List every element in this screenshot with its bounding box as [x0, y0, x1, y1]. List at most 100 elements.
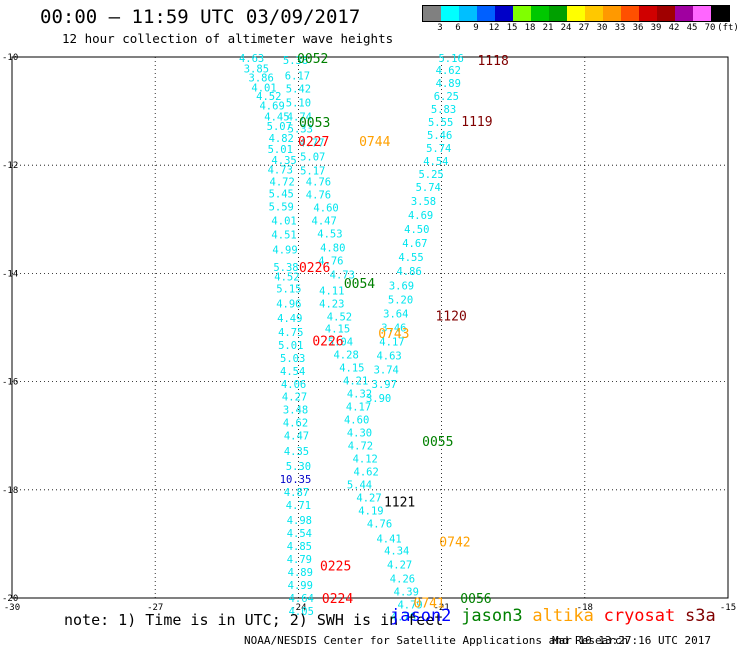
swh-value: 4.99: [288, 580, 313, 592]
swh-value: 4.69: [259, 101, 284, 113]
swh-value: 4.69: [408, 210, 433, 222]
swh-value: 4.12: [353, 453, 378, 465]
pass-label: 0055: [422, 435, 453, 450]
swh-value: 4.62: [283, 418, 308, 430]
swh-value: 4.05: [289, 606, 314, 618]
y-tick-label: -14: [2, 269, 18, 279]
colorbar-label: 39: [650, 23, 662, 33]
timestamp: Mar 10 13:27:16 UTC 2017: [552, 634, 711, 647]
swh-value: 4.76: [306, 176, 331, 188]
swh-value: 6.17: [285, 70, 310, 82]
swh-value: 4.49: [277, 313, 302, 325]
pass-label: 0053: [299, 116, 330, 131]
colorbar-swatch: [603, 6, 621, 21]
colorbar-label: 9: [473, 23, 479, 33]
swh-value: 4.32: [347, 389, 372, 401]
swh-value: 3.58: [411, 196, 436, 208]
colorbar-swatch: [441, 6, 459, 21]
pass-label: 1118: [477, 54, 508, 69]
swh-value: 4.06: [281, 379, 306, 391]
colorbar-label: 70: [704, 23, 716, 33]
x-tick-label: -24: [290, 603, 306, 613]
swh-value: 4.27: [282, 392, 307, 404]
swh-value: 5.38: [283, 55, 308, 67]
swh-value: 3.48: [283, 405, 308, 417]
colorbar-swatch: [639, 6, 657, 21]
swh-value: 3.46: [381, 323, 406, 335]
colorbar-swatch: [549, 6, 567, 21]
swh-value: 4.45: [264, 112, 289, 124]
colorbar-swatch: [459, 6, 477, 21]
swh-value: 4.76: [391, 611, 416, 623]
pass-label: 0054: [344, 277, 375, 292]
y-tick-label: -18: [2, 486, 18, 496]
pass-label: 1119: [461, 115, 492, 130]
swh-value: 4.01: [271, 215, 296, 227]
legend-jason2: jason2: [390, 606, 452, 626]
colorbar-swatch: [495, 6, 513, 21]
pass-label: 0225: [320, 560, 351, 575]
swh-value: 4.27: [387, 559, 412, 571]
pass-label: 0741: [414, 596, 445, 611]
swh-value: 4.52: [256, 91, 281, 103]
swh-value: 5.07: [267, 121, 292, 133]
swh-value: 10.35: [280, 474, 312, 486]
x-tick-label: -27: [147, 603, 163, 613]
swh-value: 4.41: [376, 533, 401, 545]
colorbar-label: 21: [542, 23, 554, 33]
swh-value: 4.50: [404, 224, 429, 236]
swh-value: 3.90: [366, 393, 391, 405]
swh-value: 4.98: [287, 515, 312, 527]
swh-value: 3.97: [372, 379, 397, 391]
swh-value: 4.89: [436, 78, 461, 90]
swh-value: 4.60: [313, 202, 338, 214]
swh-value: 4.64: [289, 593, 314, 605]
swh-value: 4.17: [346, 401, 371, 413]
swh-value: 4.76: [306, 189, 331, 201]
colorbar-label: 15: [506, 23, 518, 33]
swh-value: 4.54: [423, 156, 448, 168]
swh-value: 4.35: [271, 155, 296, 167]
colorbar-swatch: [693, 6, 711, 21]
swh-value: 4.67: [402, 238, 427, 250]
swh-value: 4.21: [343, 376, 368, 388]
legend-s3a: s3a: [685, 606, 716, 626]
swh-value: 4.35: [284, 446, 309, 458]
colorbar-label: 42: [668, 23, 680, 33]
colorbar-label: 33: [614, 23, 626, 33]
x-tick-label: -21: [433, 603, 449, 613]
chart-title: 00:00 – 11:59 UTC 03/09/2017: [40, 6, 361, 28]
swh-value: 5.30: [286, 461, 311, 473]
swh-value: 4.86: [396, 266, 421, 278]
swh-value: 4.53: [317, 228, 342, 240]
swh-value: 4.75: [278, 327, 303, 339]
swh-value: 3.74: [374, 365, 399, 377]
swh-value: 5.04: [328, 337, 353, 349]
colorbar: [422, 5, 730, 22]
swh-value: 4.74: [287, 112, 312, 124]
colorbar-swatch: [513, 6, 531, 21]
swh-value: 4.72: [348, 440, 373, 452]
pass-label: 0052: [297, 52, 328, 67]
pass-label: 0226: [299, 261, 330, 276]
colorbar-label: 12: [488, 23, 500, 33]
swh-value: 4.34: [384, 545, 409, 557]
swh-value: 4.26: [390, 574, 415, 586]
x-tick-label: -15: [720, 603, 736, 613]
pass-label: 1120: [435, 310, 466, 325]
colorbar-label: 30: [596, 23, 608, 33]
colorbar-label: (ft): [717, 23, 739, 33]
swh-value: 4.51: [271, 229, 296, 241]
swh-value: 4.63: [376, 351, 401, 363]
swh-value: 5.07: [300, 152, 325, 164]
swh-value: 4.11: [319, 286, 344, 298]
swh-value: 5.25: [418, 169, 443, 181]
swh-value: 4.28: [333, 350, 358, 362]
swh-value: 4.63: [239, 53, 264, 65]
x-tick-label: -30: [4, 603, 20, 613]
colorbar-swatch: [423, 6, 441, 21]
pass-label: 0227: [298, 135, 329, 150]
colorbar-swatch: [621, 6, 639, 21]
